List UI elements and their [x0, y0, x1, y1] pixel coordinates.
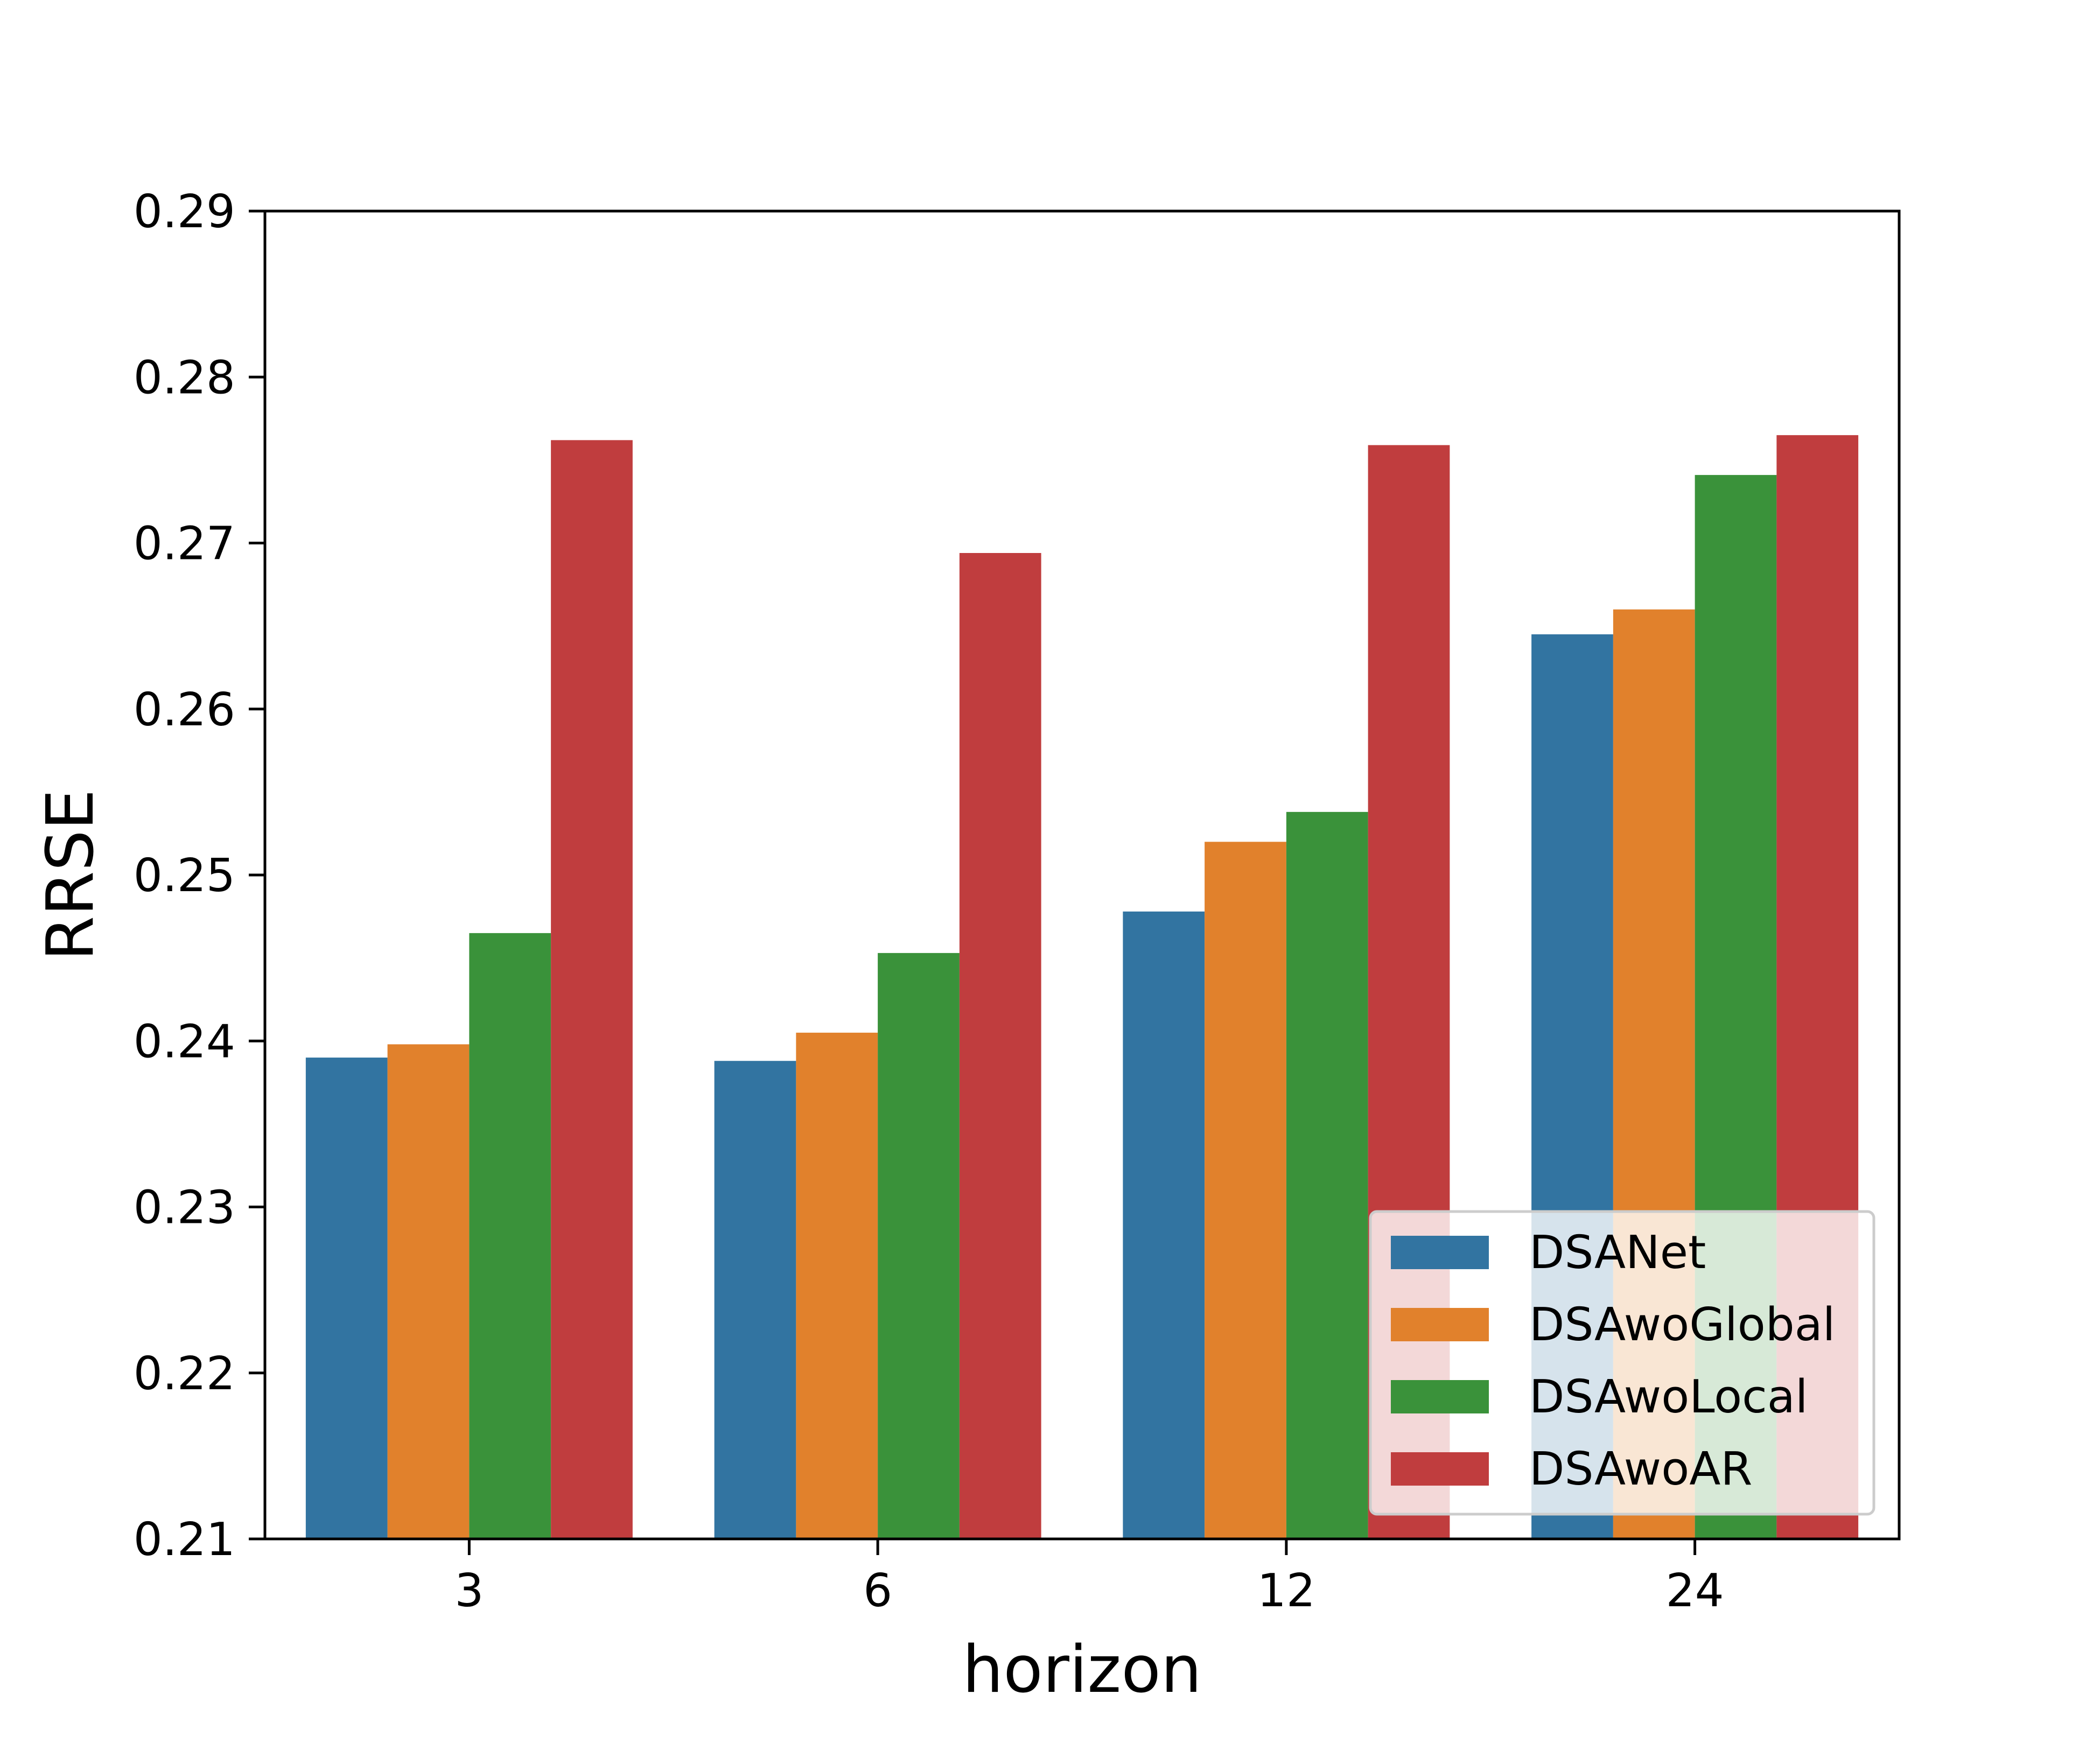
legend-swatch-DSAwoAR: [1391, 1452, 1489, 1486]
x-tick-label: 12: [1257, 1564, 1315, 1618]
bar-DSAwoAR-3: [551, 440, 633, 1539]
bar-DSAwoLocal-12: [1286, 811, 1368, 1539]
bar-DSAwoLocal-6: [878, 953, 960, 1539]
y-tick-label: 0.26: [134, 683, 235, 737]
bar-DSANet-3: [305, 1058, 388, 1539]
legend-label-DSAwoAR: DSAwoAR: [1529, 1443, 1752, 1496]
legend-swatch-DSAwoGlobal: [1391, 1308, 1489, 1341]
legend-box: [1369, 1210, 1875, 1516]
bar-DSAwoGlobal-3: [387, 1044, 470, 1539]
y-tick-label: 0.29: [134, 185, 235, 239]
y-tick-label: 0.24: [134, 1015, 235, 1068]
x-tick-label: 6: [863, 1564, 892, 1618]
y-tick-label: 0.23: [134, 1181, 235, 1235]
y-tick-label: 0.28: [134, 351, 235, 404]
legend-label-DSANet: DSANet: [1529, 1226, 1706, 1279]
x-tick-label: 3: [454, 1564, 484, 1618]
legend-swatch-DSANet: [1391, 1236, 1489, 1269]
legend-label-DSAwoGlobal: DSAwoGlobal: [1529, 1298, 1835, 1352]
legend-swatch-DSAwoLocal: [1391, 1380, 1489, 1413]
x-tick-label: 24: [1666, 1564, 1724, 1618]
y-tick-label: 0.21: [134, 1513, 235, 1566]
bar-DSANet-12: [1123, 911, 1205, 1539]
legend: DSANet DSAwoGlobal DSAwoLocal DSAwoAR: [1369, 1210, 1875, 1516]
y-tick-label: 0.27: [134, 517, 235, 571]
x-axis: 3 6 12 24: [454, 1539, 1724, 1618]
bar-DSAwoGlobal-6: [796, 1032, 878, 1539]
x-axis-title: horizon: [962, 1633, 1202, 1707]
bar-DSAwoAR-6: [959, 552, 1041, 1539]
y-tick-label: 0.25: [134, 849, 235, 902]
bar-DSANet-6: [714, 1061, 796, 1539]
bar-DSAwoGlobal-12: [1205, 842, 1286, 1539]
y-axis: 0.21 0.22 0.23 0.24 0.25 0.26 0.27 0.28 0.29: [134, 185, 265, 1566]
y-axis-title: RRSE: [33, 789, 108, 961]
y-tick-label: 0.22: [134, 1347, 235, 1401]
legend-label-DSAwoLocal: DSAwoLocal: [1529, 1370, 1808, 1424]
bar-DSAwoLocal-3: [469, 933, 551, 1539]
